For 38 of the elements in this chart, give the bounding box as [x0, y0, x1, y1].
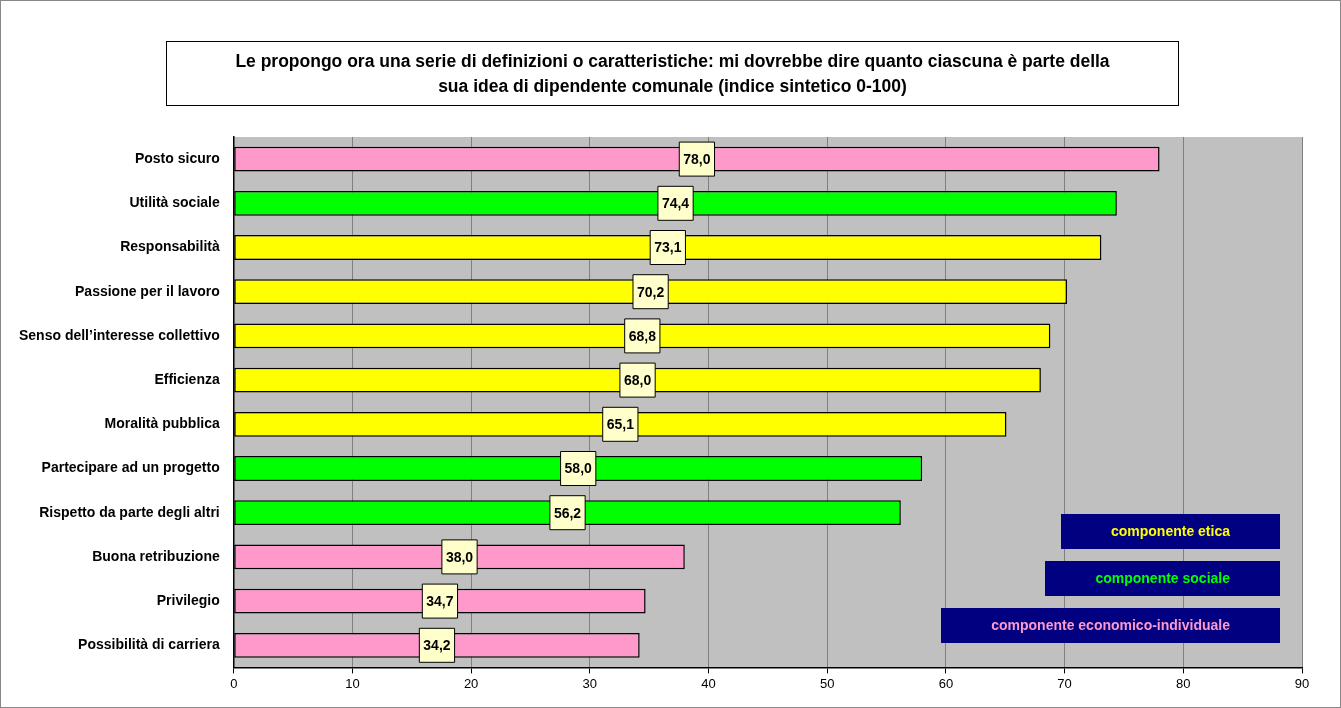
- data-label: 38,0: [445, 548, 474, 565]
- x-tick-label: 30: [582, 675, 598, 691]
- y-tick-label: Moralità pubblica: [104, 415, 220, 432]
- x-tick-label: 60: [938, 675, 954, 691]
- data-label: 68,0: [623, 371, 652, 388]
- data-label: 34,2: [423, 637, 451, 654]
- y-tick-label: Responsabilità: [120, 238, 220, 255]
- y-tick-label: Passione per il lavoro: [75, 282, 220, 299]
- y-tick-label: Senso dell’interesse collettivo: [18, 326, 220, 343]
- legend-entry: componente economico-individuale: [941, 608, 1280, 644]
- x-tick-label: 70: [1057, 675, 1072, 691]
- y-tick-label: Possibilità di carriera: [78, 636, 220, 653]
- data-label: 68,8: [628, 327, 657, 344]
- y-tick-label: Partecipare ad un progetto: [41, 459, 220, 476]
- legend-entry: componente etica: [1060, 514, 1280, 550]
- x-tick-label: 80: [1176, 675, 1191, 691]
- y-tick-label: Utilità sociale: [129, 194, 220, 211]
- data-label: 78,0: [683, 150, 711, 167]
- y-tick-label: Buona retribuzione: [92, 547, 220, 564]
- x-tick-label: 0: [230, 675, 238, 691]
- data-label: 65,1: [606, 416, 635, 433]
- x-tick-label: 20: [463, 675, 479, 691]
- x-tick-label: 10: [345, 675, 360, 691]
- legend-entry: componente sociale: [1045, 561, 1280, 597]
- data-label: 34,7: [426, 592, 454, 609]
- data-label: 58,0: [564, 460, 593, 477]
- data-label: 73,1: [654, 239, 682, 256]
- x-tick-label: 90: [1294, 675, 1310, 691]
- x-tick-label: 40: [701, 675, 716, 691]
- x-tick-label: 50: [819, 675, 835, 691]
- y-tick-label: Posto sicuro: [134, 149, 220, 166]
- data-label: 56,2: [553, 504, 582, 521]
- y-tick-label: Privilegio: [156, 591, 220, 608]
- y-tick-label: Rispetto da parte degli altri: [39, 503, 220, 520]
- y-tick-label: Efficienza: [154, 370, 220, 387]
- data-label: 70,2: [636, 283, 665, 300]
- chart-title: Le propongo ora una serie di definizioni o caratteristiche: mi dovrebbe dire quanto ciascuna è parte della sua idea di dipendente comunale (indice sintetico 0-100): [166, 41, 1179, 106]
- data-label: 74,4: [661, 195, 690, 212]
